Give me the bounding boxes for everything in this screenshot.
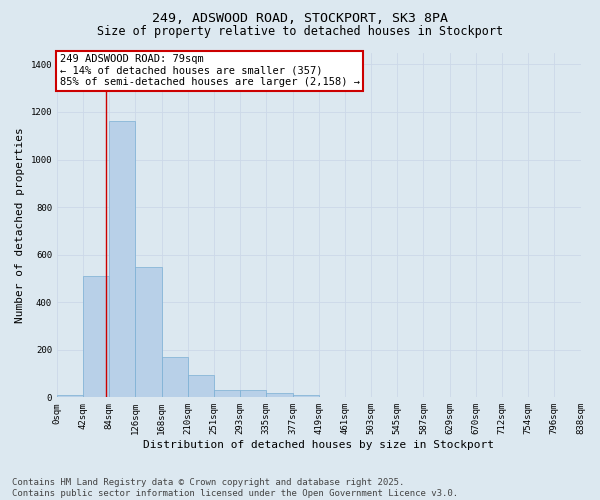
Text: 249, ADSWOOD ROAD, STOCKPORT, SK3 8PA: 249, ADSWOOD ROAD, STOCKPORT, SK3 8PA — [152, 12, 448, 26]
Text: Contains HM Land Registry data © Crown copyright and database right 2025.
Contai: Contains HM Land Registry data © Crown c… — [12, 478, 458, 498]
Y-axis label: Number of detached properties: Number of detached properties — [15, 127, 25, 323]
Bar — [83, 276, 109, 398]
Bar — [240, 390, 266, 398]
Bar — [57, 395, 83, 398]
Bar — [136, 266, 161, 398]
Bar — [266, 392, 293, 398]
X-axis label: Distribution of detached houses by size in Stockport: Distribution of detached houses by size … — [143, 440, 494, 450]
Bar — [161, 357, 188, 398]
Bar — [214, 390, 240, 398]
Bar — [293, 395, 319, 398]
Bar — [188, 374, 214, 398]
Bar — [109, 122, 136, 398]
Text: 249 ADSWOOD ROAD: 79sqm
← 14% of detached houses are smaller (357)
85% of semi-d: 249 ADSWOOD ROAD: 79sqm ← 14% of detache… — [59, 54, 359, 88]
Text: Size of property relative to detached houses in Stockport: Size of property relative to detached ho… — [97, 25, 503, 38]
